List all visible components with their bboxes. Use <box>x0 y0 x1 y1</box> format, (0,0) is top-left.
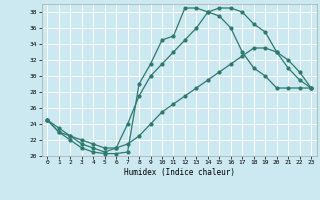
X-axis label: Humidex (Indice chaleur): Humidex (Indice chaleur) <box>124 168 235 177</box>
